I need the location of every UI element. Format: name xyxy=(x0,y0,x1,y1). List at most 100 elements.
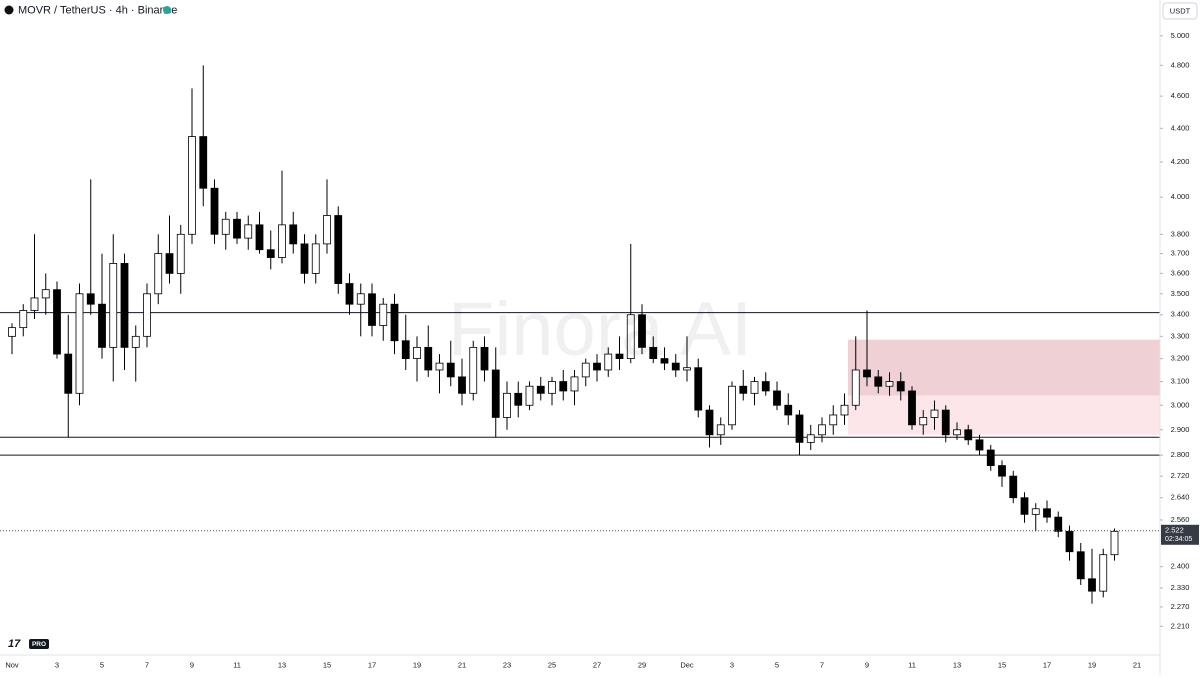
y-tick-label: 3.400 xyxy=(1171,310,1190,319)
candle-body xyxy=(716,424,725,436)
candle-body xyxy=(210,187,219,235)
candle-body xyxy=(64,353,73,394)
y-tick-label: 4.400 xyxy=(1171,123,1190,132)
candle-body xyxy=(176,233,185,274)
candle-body xyxy=(390,303,399,342)
badge: PRO xyxy=(32,641,46,648)
candle-body xyxy=(863,369,871,378)
candle-body xyxy=(638,314,646,348)
last-price-label: 2.522 xyxy=(1165,525,1184,534)
candle-body xyxy=(323,215,331,245)
candle-body xyxy=(30,297,39,311)
candle-body xyxy=(975,439,984,451)
x-tick-label: 11 xyxy=(233,660,241,669)
candle-body xyxy=(750,381,759,394)
x-tick-label: 13 xyxy=(953,660,961,669)
y-tick-label: 3.100 xyxy=(1171,377,1190,386)
x-tick-label: 15 xyxy=(998,660,1006,669)
x-tick-label: 27 xyxy=(593,660,601,669)
candle-body xyxy=(964,429,973,441)
candle-body xyxy=(885,381,894,387)
x-tick-label: 3 xyxy=(730,660,734,669)
x-tick-label: 21 xyxy=(458,660,466,669)
y-tick-label: 5.000 xyxy=(1171,31,1190,40)
y-tick-label: 2.720 xyxy=(1171,471,1190,480)
candle-body xyxy=(75,293,84,394)
y-tick-label: 2.330 xyxy=(1171,583,1190,592)
candle-body xyxy=(705,409,714,436)
y-tick-label: 3.700 xyxy=(1171,249,1190,258)
x-tick-label: 29 xyxy=(638,660,646,669)
candle-body xyxy=(896,381,905,392)
candle-body xyxy=(851,369,860,406)
candle-body xyxy=(930,409,939,418)
x-tick-label: 13 xyxy=(278,660,286,669)
zone xyxy=(848,395,1160,435)
y-tick-label: 3.500 xyxy=(1171,289,1190,298)
status-dot xyxy=(163,6,171,14)
candle-body xyxy=(649,346,658,359)
tv-mark: 17 xyxy=(8,638,21,650)
chart-title[interactable]: MOVR / TetherUS · 4h · Binance xyxy=(18,4,177,16)
x-tick-label: 5 xyxy=(775,660,779,669)
x-tick-label: 25 xyxy=(548,660,556,669)
candle-body xyxy=(86,293,95,305)
candle-body xyxy=(998,465,1006,477)
candle-body xyxy=(548,381,556,394)
y-tick-label: 3.300 xyxy=(1171,331,1190,340)
candle-body xyxy=(435,362,444,371)
symbol-icon xyxy=(4,5,14,15)
x-tick-label: 17 xyxy=(368,660,376,669)
y-tick-label: 3.200 xyxy=(1171,354,1190,363)
candle-body xyxy=(1043,508,1051,518)
candle-body xyxy=(986,449,995,466)
y-tick-label: 2.400 xyxy=(1171,562,1190,571)
candle-body xyxy=(840,404,849,416)
candle-body xyxy=(480,346,489,371)
candle-body xyxy=(53,289,61,355)
countdown-label: 02:34:05 xyxy=(1165,536,1192,543)
candle-body xyxy=(536,385,545,394)
candle-body xyxy=(458,376,466,394)
currency-label: USDT xyxy=(1170,6,1191,15)
y-tick-label: 2.800 xyxy=(1171,450,1190,459)
y-tick-label: 2.560 xyxy=(1171,515,1190,524)
x-tick-label: 7 xyxy=(820,660,824,669)
candle-body xyxy=(19,310,28,329)
x-tick-label: Dec xyxy=(680,660,694,669)
y-tick-label: 2.900 xyxy=(1171,425,1190,434)
candle-body xyxy=(660,358,669,364)
candle-body xyxy=(1020,497,1029,515)
y-tick-label: 3.800 xyxy=(1171,229,1190,238)
candle-body xyxy=(469,346,478,394)
y-tick-label: 4.000 xyxy=(1171,192,1190,201)
candle-body xyxy=(368,293,376,326)
candle-body xyxy=(233,218,241,239)
currency-box[interactable] xyxy=(1162,2,1198,20)
candle-body xyxy=(199,136,208,189)
candle-body xyxy=(694,367,703,411)
candle-body xyxy=(795,414,804,443)
candle-body xyxy=(266,249,275,258)
candle-body xyxy=(1065,530,1074,553)
candle-body xyxy=(255,224,264,251)
y-tick-label: 2.210 xyxy=(1171,621,1190,630)
x-tick-label: 9 xyxy=(865,660,869,669)
candle-body xyxy=(683,367,691,371)
candle-body xyxy=(874,376,883,387)
candle-body xyxy=(221,218,230,235)
candle-body xyxy=(559,381,568,392)
candle-body xyxy=(728,385,736,426)
y-tick-label: 2.640 xyxy=(1171,493,1190,502)
candle-body xyxy=(413,346,421,359)
tv-logo: 17 PRO xyxy=(8,638,49,650)
candle-body xyxy=(278,224,286,258)
x-tick-label: 9 xyxy=(190,660,194,669)
candle-body xyxy=(615,353,624,359)
candle-body xyxy=(109,263,118,348)
candle-body xyxy=(1054,516,1063,532)
candle-body xyxy=(8,327,16,337)
candle-body xyxy=(908,390,916,426)
